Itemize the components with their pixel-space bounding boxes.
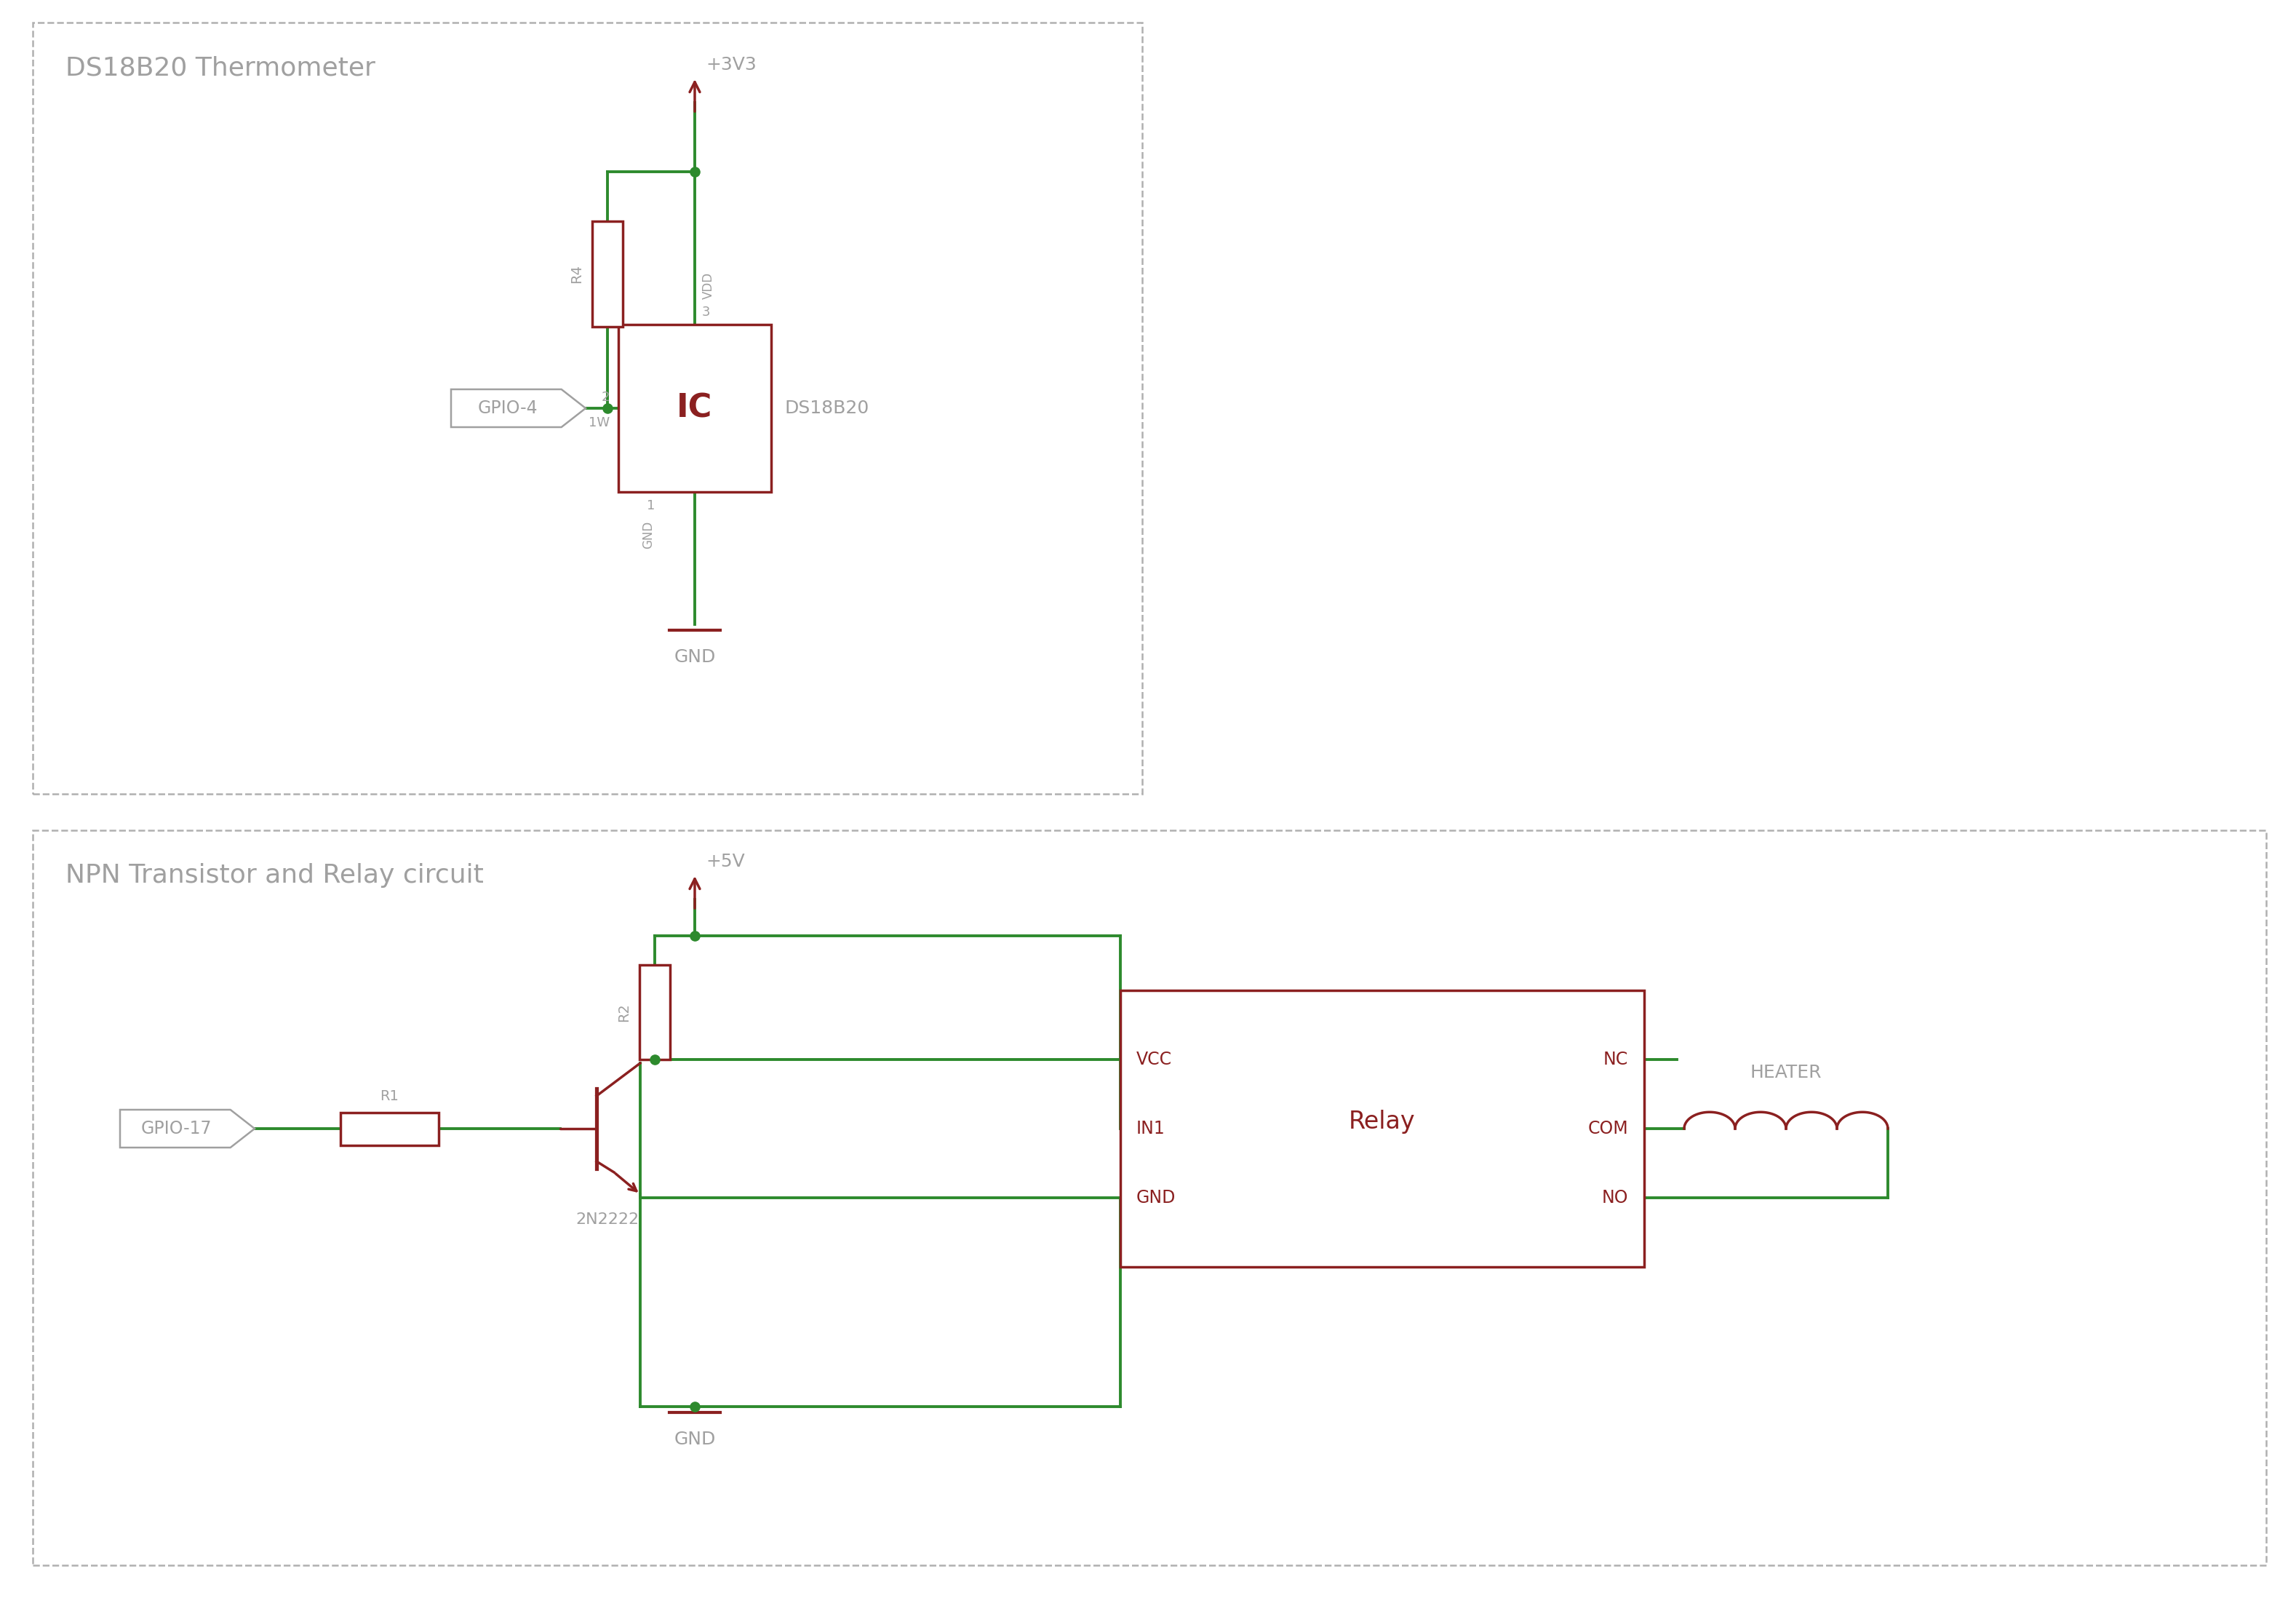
Text: IN1: IN1 <box>1137 1120 1166 1138</box>
Bar <box>618 324 771 492</box>
Text: Relay: Relay <box>1350 1109 1417 1133</box>
Point <box>677 158 714 184</box>
Point <box>636 1047 673 1072</box>
Bar <box>1120 991 1644 1267</box>
Text: +5V: +5V <box>705 853 744 871</box>
Text: HEATER: HEATER <box>1750 1064 1821 1082</box>
Point <box>590 395 627 420</box>
Text: 3: 3 <box>703 305 709 318</box>
Polygon shape <box>450 390 585 427</box>
Text: VDD: VDD <box>703 272 714 299</box>
Text: COM: COM <box>1589 1120 1628 1138</box>
Text: 1W: 1W <box>588 415 611 430</box>
Bar <box>32 22 1141 794</box>
Text: DS18B20: DS18B20 <box>785 400 868 417</box>
Text: NC: NC <box>1603 1051 1628 1067</box>
Text: R4: R4 <box>569 264 583 283</box>
Text: 2N2222: 2N2222 <box>576 1213 638 1227</box>
Polygon shape <box>119 1109 255 1147</box>
Bar <box>32 831 2266 1566</box>
Text: 2: 2 <box>602 392 611 404</box>
Text: R1: R1 <box>379 1090 400 1104</box>
Text: NPN Transistor and Relay circuit: NPN Transistor and Relay circuit <box>67 863 484 888</box>
Text: DS18B20 Thermometer: DS18B20 Thermometer <box>67 56 374 80</box>
Bar <box>340 1112 439 1146</box>
Text: +3V3: +3V3 <box>705 56 755 74</box>
Text: IC: IC <box>677 393 712 423</box>
Text: GPIO-17: GPIO-17 <box>140 1120 211 1138</box>
Text: 1: 1 <box>647 499 654 513</box>
Text: GND: GND <box>641 521 654 548</box>
Text: GPIO-4: GPIO-4 <box>478 400 537 417</box>
Bar <box>641 965 670 1059</box>
Bar <box>592 221 622 326</box>
Text: GND: GND <box>1137 1189 1176 1206</box>
Point <box>677 924 714 949</box>
Text: VCC: VCC <box>1137 1051 1171 1067</box>
Text: GND: GND <box>675 649 716 666</box>
Text: GND: GND <box>675 1430 716 1448</box>
Text: R2: R2 <box>618 1004 631 1021</box>
Point <box>677 1393 714 1419</box>
Text: NO: NO <box>1603 1189 1628 1206</box>
